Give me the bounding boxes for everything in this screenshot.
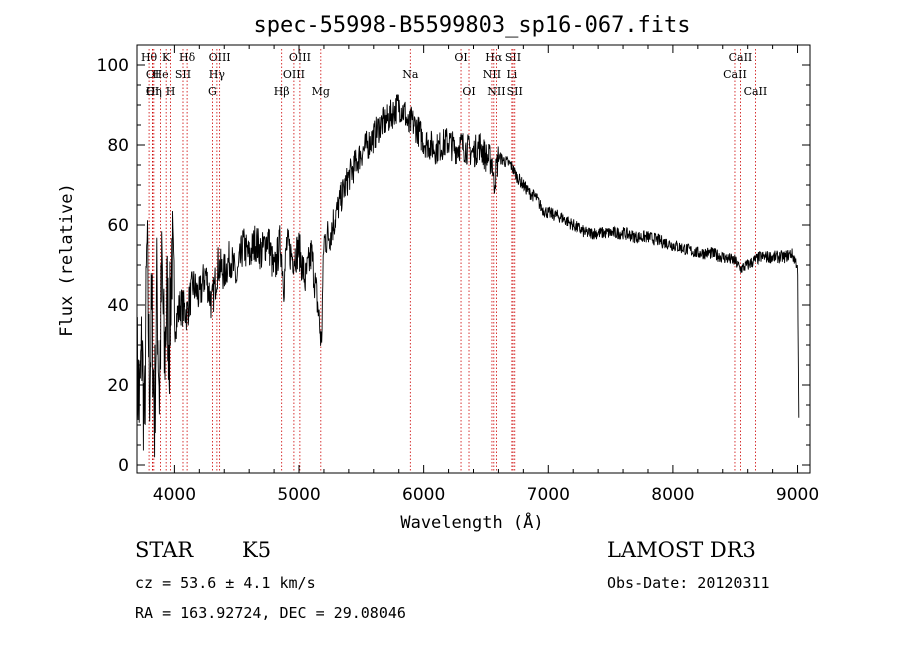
x-axis-label: Wavelength (Å) [400, 511, 543, 533]
survey-name: LAMOST DR3 [607, 538, 756, 562]
x-tick-label: 6000 [402, 485, 445, 505]
sky-coordinates: RA = 163.92724, DEC = 29.08046 [135, 604, 406, 622]
y-tick-label: 100 [97, 56, 129, 76]
line-label: Na [402, 68, 419, 81]
x-tick-label: 9000 [776, 485, 819, 505]
line-label: OI [462, 85, 475, 98]
y-tick-label: 40 [107, 296, 129, 316]
line-label: OI [146, 85, 159, 98]
line-label: OIII [209, 51, 231, 64]
spectrum-trace [136, 94, 800, 458]
redshift-velocity: cz = 53.6 ± 4.1 km/s [135, 574, 316, 592]
x-tick-label: 5000 [277, 485, 320, 505]
spectral-line-markers: Hθ OI OI He Hη K H SII Hδ OIII Hγ G Hβ OIII OIII Mg Na OI… [141, 49, 767, 473]
line-label: Li [506, 68, 517, 81]
line-label: Hη [146, 85, 162, 98]
spectrum-line [136, 94, 800, 458]
line-label: NII [487, 85, 505, 98]
observation-date: Obs-Date: 20120311 [607, 574, 770, 592]
line-label: SII [507, 85, 523, 98]
y-axis-label: Flux (relative) [57, 183, 77, 337]
x-tick-label: 7000 [527, 485, 570, 505]
line-label: Hθ [141, 51, 158, 64]
line-label: SII [175, 68, 191, 81]
line-label: SII [505, 51, 521, 64]
line-label: G [208, 85, 217, 98]
y-tick-label: 0 [118, 456, 129, 476]
spectrum-chart: spec-55998-B5599803_sp16-067.fits Hθ OI OI… [57, 13, 819, 533]
chart-title: spec-55998-B5599803_sp16-067.fits [253, 13, 690, 38]
line-label: CaII [744, 85, 768, 98]
line-label: Hδ [179, 51, 196, 64]
line-label: Hα [485, 51, 503, 64]
line-label: CaII [729, 51, 753, 64]
x-tick-label: 8000 [651, 485, 694, 505]
line-label: OIII [283, 68, 305, 81]
line-label: He [153, 68, 169, 81]
y-tick-label: 80 [107, 136, 129, 156]
line-label: K [162, 51, 171, 64]
line-label: CaII [723, 68, 747, 81]
line-label: OIII [289, 51, 311, 64]
line-label: Hγ [209, 68, 226, 81]
object-subclass: K5 [242, 538, 272, 562]
y-axis: 0 20 40 60 80 100 [97, 56, 810, 476]
line-label: Mg [312, 85, 330, 98]
line-label: NII [483, 68, 501, 81]
object-class: STAR [135, 538, 194, 562]
line-label: Hβ [274, 85, 290, 98]
x-axis: 4000 5000 6000 7000 8000 9000 [153, 45, 819, 505]
y-tick-label: 60 [107, 216, 129, 236]
plot-frame [136, 44, 811, 474]
line-label: OI [454, 51, 467, 64]
y-tick-label: 20 [107, 376, 129, 396]
x-tick-label: 4000 [153, 485, 196, 505]
line-label: H [166, 85, 176, 98]
